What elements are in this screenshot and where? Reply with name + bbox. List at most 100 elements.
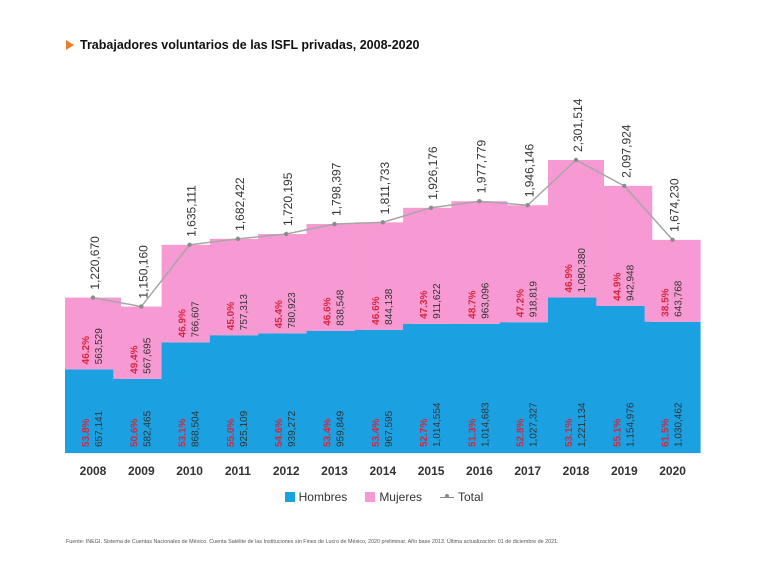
bar-hombres <box>113 378 170 453</box>
total-point <box>284 231 289 237</box>
data-label-mujeres-value: 844,138 <box>384 288 395 325</box>
data-label-hombres-pct: 61.5% <box>661 419 672 447</box>
x-tick-label: 2019 <box>611 464 638 478</box>
data-label-hombres-pct: 53.8% <box>81 419 92 447</box>
bar-mujeres <box>644 239 701 322</box>
data-label-hombres-pct: 52.7% <box>419 419 430 447</box>
data-label-mujeres-value: 780,923 <box>287 292 298 329</box>
x-tick-label: 2011 <box>225 464 251 478</box>
bar-hombres <box>548 297 604 453</box>
data-label-hombres-pct: 52.8% <box>516 419 527 447</box>
total-point <box>90 295 96 300</box>
data-label-hombres-value: 868,504 <box>191 410 202 447</box>
data-label-mujeres-pct: 46.6% <box>323 297 334 325</box>
bar-mujeres <box>306 224 363 331</box>
data-label-total: 1,811,733 <box>378 162 392 215</box>
total-point <box>622 183 627 189</box>
data-label-mujeres-pct: 48.7% <box>467 290 478 318</box>
legend-label: Total <box>458 490 484 504</box>
x-tick-label: 2016 <box>466 464 493 478</box>
x-tick-label: 2014 <box>369 464 396 478</box>
x-tick-label: 2020 <box>659 464 686 478</box>
bar-hombres <box>161 342 218 453</box>
bar-hombres <box>65 369 121 453</box>
bar-mujeres <box>209 238 266 336</box>
x-tick-label: 2013 <box>321 464 348 478</box>
data-label-total: 1,926,176 <box>426 146 440 200</box>
bar-hombres <box>644 321 701 453</box>
total-point <box>235 236 241 242</box>
chart-legend: Hombres Mujeres Total <box>0 490 768 504</box>
data-label-hombres-pct: 55.0% <box>226 419 237 447</box>
data-label-total: 1,682,422 <box>233 177 247 231</box>
data-label-hombres-pct: 53.1% <box>564 419 575 447</box>
total-point <box>428 205 434 210</box>
data-label-mujeres-value: 963,096 <box>480 282 491 319</box>
x-tick-label: 2017 <box>514 464 541 478</box>
total-point <box>573 157 579 163</box>
data-label-hombres-value: 959,849 <box>336 410 347 447</box>
data-label-mujeres-value: 643,768 <box>674 280 685 317</box>
data-label-hombres-value: 1,154,976 <box>625 402 636 447</box>
total-point <box>139 304 144 309</box>
data-label-hombres-pct: 53.4% <box>371 419 382 447</box>
bar-mujeres <box>161 244 218 343</box>
data-label-hombres-value: 1,221,134 <box>577 402 588 447</box>
data-label-hombres-pct: 54.6% <box>274 419 285 447</box>
data-label-mujeres-pct: 47.3% <box>419 290 430 318</box>
data-label-hombres-value: 1,027,327 <box>529 402 540 447</box>
x-tick-label: 2010 <box>176 464 203 478</box>
data-label-mujeres-pct: 46.9% <box>564 264 575 292</box>
data-label-mujeres-pct: 45.4% <box>274 300 285 328</box>
total-point <box>477 199 482 204</box>
data-label-hombres-value: 939,272 <box>287 410 298 447</box>
data-label-mujeres-value: 838,548 <box>336 289 347 326</box>
data-label-total: 1,635,111 <box>185 185 199 237</box>
data-label-hombres-pct: 51.3% <box>467 419 478 447</box>
data-label-mujeres-value: 567,695 <box>142 337 153 374</box>
bar-hombres <box>451 323 508 453</box>
legend-label: Mujeres <box>379 490 422 504</box>
data-label-total: 1,977,779 <box>474 140 488 194</box>
data-label-hombres-pct: 53.1% <box>178 419 189 447</box>
bar-mujeres <box>258 234 315 334</box>
source-note: Fuente: INEGI. Sistema de Cuentas Nacion… <box>66 539 559 545</box>
data-label-total: 2,097,924 <box>619 124 633 178</box>
chart-title: Trabajadores voluntarios de las ISFL pri… <box>80 38 420 52</box>
data-label-hombres-pct: 53.4% <box>323 419 334 447</box>
data-label-mujeres-value: 918,819 <box>529 281 540 318</box>
chart-title-row: Trabajadores voluntarios de las ISFL pri… <box>66 38 420 52</box>
title-marker-icon <box>66 40 74 50</box>
legend-item-mujeres: Mujeres <box>365 490 422 504</box>
bar-mujeres <box>499 205 556 323</box>
data-label-hombres-value: 967,595 <box>384 410 395 447</box>
data-label-hombres-value: 1,014,683 <box>480 402 491 447</box>
x-tick-label: 2018 <box>563 464 590 478</box>
data-label-mujeres-pct: 47.2% <box>516 289 527 317</box>
data-label-total: 1,720,195 <box>281 172 295 226</box>
data-label-hombres-value: 657,141 <box>94 410 105 447</box>
legend-swatch-icon <box>365 492 376 502</box>
legend-label: Hombres <box>298 490 348 504</box>
data-label-total: 1,220,670 <box>88 236 102 290</box>
legend-item-hombres: Hombres <box>284 490 348 504</box>
legend-swatch-icon <box>284 492 295 502</box>
total-point <box>187 242 192 248</box>
data-label-mujeres-pct: 45.0% <box>226 302 237 330</box>
total-point <box>670 237 675 243</box>
data-label-hombres-pct: 55.1% <box>612 419 623 447</box>
data-label-total: 2,301,514 <box>571 98 585 152</box>
data-label-hombres-pct: 50.6% <box>129 419 140 447</box>
bar-hombres <box>499 322 556 453</box>
data-label-mujeres-pct: 38.5% <box>661 288 672 316</box>
bar-mujeres <box>548 160 604 298</box>
bar-mujeres <box>65 297 121 370</box>
data-label-mujeres-value: 942,948 <box>625 264 636 301</box>
bar-hombres <box>258 333 315 453</box>
x-tick-label: 2008 <box>80 464 107 478</box>
bar-mujeres <box>596 185 653 306</box>
bar-hombres <box>596 305 653 453</box>
data-label-mujeres-pct: 46.2% <box>81 336 92 364</box>
bar-hombres <box>306 330 363 453</box>
bar-mujeres <box>403 207 460 324</box>
